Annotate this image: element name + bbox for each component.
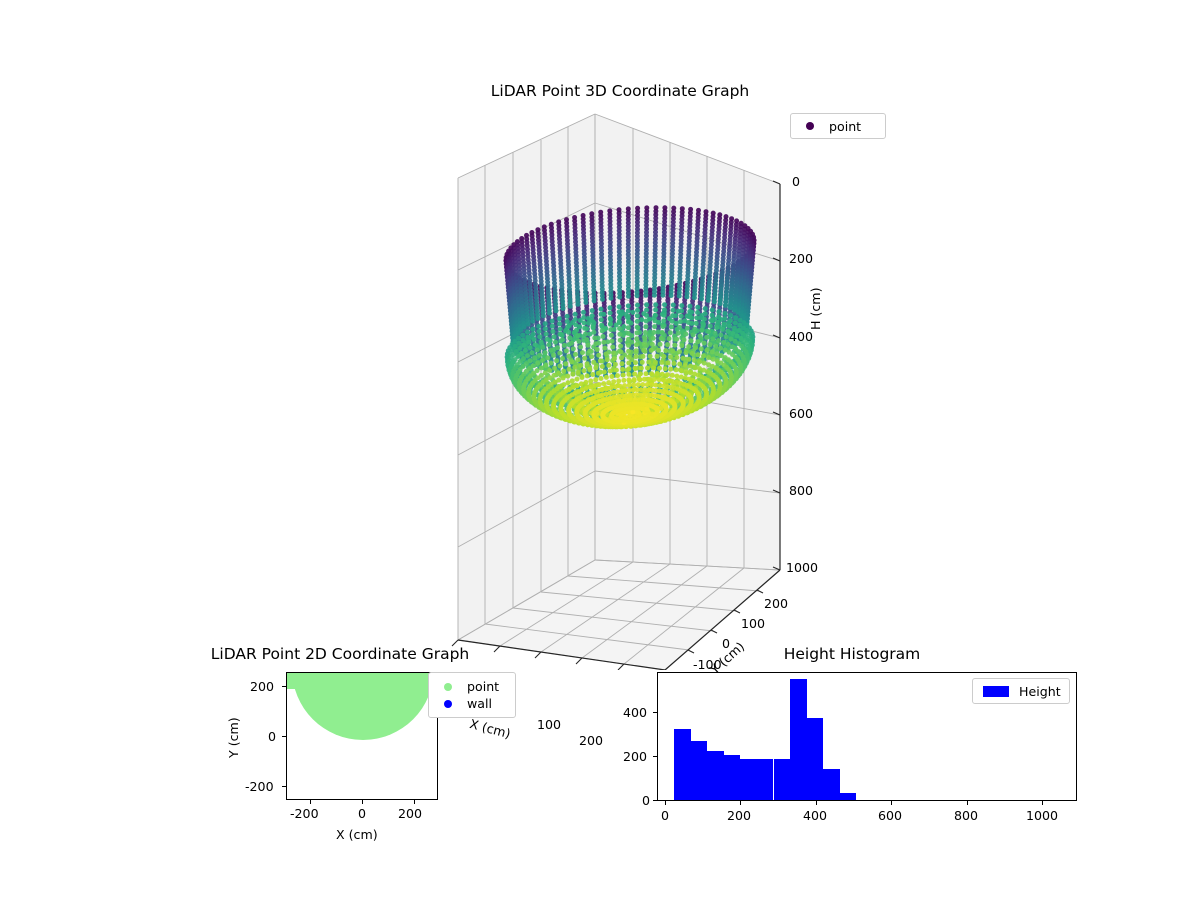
- plot3d-zlabel: H (cm): [808, 288, 823, 331]
- point-marker-icon: [437, 683, 459, 691]
- plot3d-xtick-4: 200: [579, 733, 603, 748]
- matplotlib-figure: LiDAR Point 3D Coordinate Graph: [0, 0, 1200, 900]
- histogram-title: Height Histogram: [632, 645, 1072, 663]
- plot2d-ytick-mark-0: [282, 786, 286, 787]
- histogram-bar: [674, 729, 690, 801]
- histogram-bar: [840, 793, 857, 801]
- plot2d-xlabel: X (cm): [336, 827, 378, 842]
- plot2d-title: LiDAR Point 2D Coordinate Graph: [190, 645, 490, 663]
- histogram-bar: [790, 679, 807, 801]
- plot3d-canvas: [380, 70, 860, 670]
- plot3d-legend: point: [790, 113, 886, 139]
- plot2d-xtick-mark-1: [362, 800, 363, 804]
- legend-item-point: point: [799, 119, 877, 134]
- histogram-bar: [707, 751, 723, 801]
- plot3d-ztick-3: 600: [789, 406, 813, 421]
- hist-xtick-4: 800: [954, 808, 978, 823]
- plot2d-xtick-mark-2: [414, 800, 415, 804]
- histogram-bar: [774, 759, 790, 801]
- hist-xtick-mark-3: [891, 801, 892, 805]
- hist-xtick-mark-2: [816, 801, 817, 805]
- point-marker-icon: [799, 122, 821, 130]
- lidar-2d-plot: LiDAR Point 2D Coordinate Graph 200 0 -2…: [190, 645, 520, 860]
- plot3d-ytick-4: 200: [764, 596, 788, 611]
- plot2d-ytick-0: -200: [245, 779, 274, 794]
- hist-xtick-2: 400: [803, 808, 827, 823]
- hist-xtick-5: 1000: [1026, 808, 1058, 823]
- plot2d-ytick-mark-2: [282, 686, 286, 687]
- legend-item-height: Height: [981, 684, 1061, 699]
- legend-item-wall: wall: [437, 695, 507, 712]
- wall-marker-icon: [437, 700, 459, 708]
- height-patch-icon: [981, 686, 1011, 697]
- hist-ytick-mark-0: [653, 800, 657, 801]
- hist-ytick-1: 200: [623, 749, 647, 764]
- plot2d-axes: [286, 672, 438, 800]
- histogram-bar: [724, 755, 741, 801]
- height-histogram-plot: Height Histogram 0 200 400 0 200 400 600…: [620, 645, 1100, 860]
- plot3d-ztick-5: 1000: [786, 560, 818, 575]
- plot2d-ytick-2: 200: [250, 679, 274, 694]
- plot2d-ylabel: Y (cm): [226, 717, 241, 758]
- plot2d-ytick-mark-1: [282, 736, 286, 737]
- legend-item-point: point: [437, 678, 507, 695]
- plot2d-xtick-2: 200: [398, 806, 422, 821]
- hist-xtick-1: 200: [727, 808, 751, 823]
- hist-xtick-0: 0: [661, 808, 669, 823]
- lidar-3d-plot: LiDAR Point 3D Coordinate Graph: [380, 70, 860, 670]
- hist-xtick-3: 600: [878, 808, 902, 823]
- plot3d-ztick-1: 200: [789, 251, 813, 266]
- legend-label-wall: wall: [467, 696, 492, 711]
- legend-label-point: point: [829, 119, 861, 134]
- plot3d-ytick-3: 100: [741, 616, 765, 631]
- plot3d-ztick-2: 400: [789, 329, 813, 344]
- hist-ytick-mark-1: [653, 756, 657, 757]
- plot3d-xtick-3: 100: [537, 717, 561, 732]
- histogram-bar: [757, 759, 774, 801]
- plot2d-xtick-1: 0: [358, 806, 366, 821]
- hist-xtick-mark-0: [665, 801, 666, 805]
- hist-ytick-mark-2: [653, 712, 657, 713]
- histogram-bar: [740, 759, 756, 801]
- plot2d-canvas: [287, 673, 438, 800]
- histogram-bar: [691, 741, 708, 801]
- plot2d-xtick-mark-0: [310, 800, 311, 804]
- plot2d-ytick-1: 0: [268, 729, 276, 744]
- plot2d-legend: point wall: [428, 672, 516, 718]
- hist-ytick-2: 400: [623, 705, 647, 720]
- histogram-bar: [807, 718, 823, 801]
- legend-label-height: Height: [1019, 684, 1061, 699]
- hist-ytick-0: 0: [642, 793, 650, 808]
- hist-xtick-mark-4: [967, 801, 968, 805]
- legend-label-point: point: [467, 679, 499, 694]
- hist-xtick-mark-5: [1042, 801, 1043, 805]
- plot3d-ztick-0: 0: [792, 174, 800, 189]
- plot3d-ztick-4: 800: [789, 483, 813, 498]
- histogram-bar: [823, 769, 840, 801]
- histogram-legend: Height: [972, 678, 1070, 704]
- hist-xtick-mark-1: [740, 801, 741, 805]
- plot2d-xtick-0: -200: [290, 806, 319, 821]
